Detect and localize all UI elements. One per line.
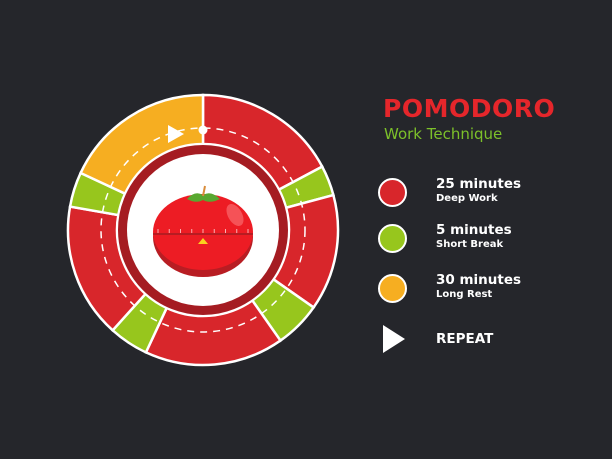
dashed-path xyxy=(100,127,306,333)
short-break-color-dot xyxy=(378,224,407,253)
long-rest-color-dot xyxy=(378,274,407,303)
play-triangle-icon xyxy=(383,325,405,353)
legend-label: Deep Work xyxy=(436,193,498,204)
direction-arrow-icon xyxy=(168,125,184,143)
repeat-label: REPEAT xyxy=(436,331,494,347)
legend-duration: 30 minutes xyxy=(436,272,522,288)
legend-label: Short Break xyxy=(436,239,504,250)
title: POMODORO xyxy=(383,94,556,123)
legend-label: Long Rest xyxy=(436,289,493,300)
work-color-dot xyxy=(378,178,407,207)
legend-duration: 25 minutes xyxy=(436,176,522,192)
legend-duration: 5 minutes xyxy=(436,222,512,238)
start-dot xyxy=(198,125,208,135)
subtitle: Work Technique xyxy=(384,125,503,143)
tomato-timer-icon xyxy=(153,185,253,277)
